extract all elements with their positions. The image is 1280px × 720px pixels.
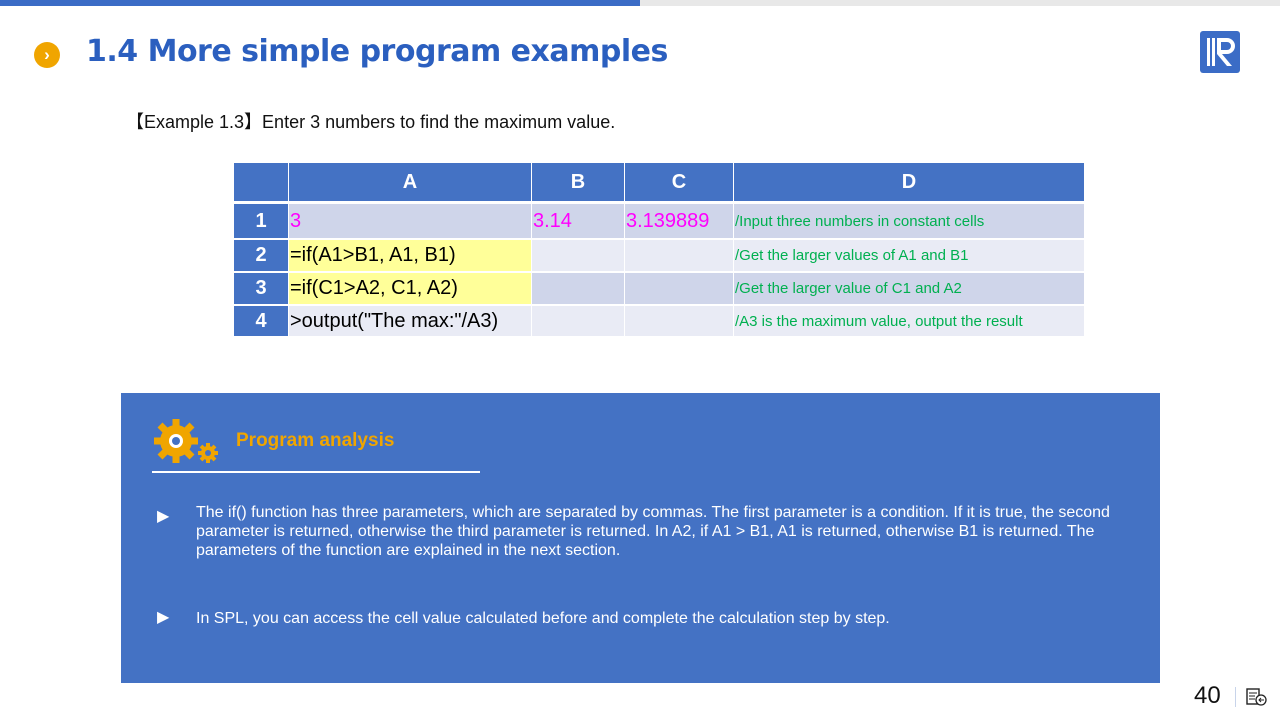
cell-b1[interactable]: 3.14 bbox=[532, 204, 625, 240]
cell-a2[interactable]: =if(A1>B1, A1, B1) bbox=[289, 240, 532, 273]
cell-b4[interactable] bbox=[532, 306, 625, 338]
col-header-a[interactable]: A bbox=[289, 163, 532, 204]
bullet-icon: ▶ bbox=[157, 609, 170, 626]
cell-b2[interactable] bbox=[532, 240, 625, 273]
row-header[interactable]: 3 bbox=[234, 273, 289, 306]
page-title: 1.4 More simple program examples bbox=[86, 34, 668, 69]
analysis-point: In SPL, you can access the cell value ca… bbox=[196, 610, 890, 627]
col-header-d[interactable]: D bbox=[734, 163, 1085, 204]
chevron-right-circle-icon: › bbox=[34, 42, 60, 68]
page-number: 40 bbox=[1194, 682, 1221, 709]
example-subtitle: 【Example 1.3】Enter 3 numbers to find the… bbox=[126, 112, 616, 132]
cell-d1[interactable]: /Input three numbers in constant cells bbox=[734, 204, 1085, 240]
grid-row: 2 =if(A1>B1, A1, B1) /Get the larger val… bbox=[234, 240, 1085, 273]
gears-icon bbox=[154, 419, 218, 463]
cell-d2[interactable]: /Get the larger values of A1 and B1 bbox=[734, 240, 1085, 273]
col-header-b[interactable]: B bbox=[532, 163, 625, 204]
row-header[interactable]: 1 bbox=[234, 204, 289, 240]
corner-cell bbox=[234, 163, 289, 204]
grid-row: 3 =if(C1>A2, C1, A2) /Get the larger val… bbox=[234, 273, 1085, 306]
cell-c3[interactable] bbox=[625, 273, 734, 306]
title-underline bbox=[152, 471, 480, 473]
grid-header-row: A B C D bbox=[234, 163, 1085, 204]
top-accent-bar bbox=[0, 0, 640, 6]
grid-row: 1 3 3.14 3.139889 /Input three numbers i… bbox=[234, 204, 1085, 240]
col-header-c[interactable]: C bbox=[625, 163, 734, 204]
cell-d4[interactable]: /A3 is the maximum value, output the res… bbox=[734, 306, 1085, 338]
notes-icon[interactable] bbox=[1246, 688, 1268, 711]
cell-c4[interactable] bbox=[625, 306, 734, 338]
analysis-point: The if() function has three parameters, … bbox=[196, 504, 1110, 559]
bullet-icon: ▶ bbox=[157, 508, 170, 525]
cell-b3[interactable] bbox=[532, 273, 625, 306]
cell-a4[interactable]: >output("The max:"/A3) bbox=[289, 306, 532, 338]
row-header[interactable]: 2 bbox=[234, 240, 289, 273]
top-bar-track bbox=[640, 0, 1280, 6]
cell-c2[interactable] bbox=[625, 240, 734, 273]
cell-c1[interactable]: 3.139889 bbox=[625, 204, 734, 240]
row-header[interactable]: 4 bbox=[234, 306, 289, 338]
cell-d3[interactable]: /Get the larger value of C1 and A2 bbox=[734, 273, 1085, 306]
footer-divider bbox=[1235, 687, 1236, 707]
panel-title: Program analysis bbox=[236, 430, 395, 451]
analysis-panel: Program analysis ▶ The if() function has… bbox=[121, 393, 1160, 683]
logo bbox=[1200, 31, 1240, 73]
grid-row: 4 >output("The max:"/A3) /A3 is the maxi… bbox=[234, 306, 1085, 338]
cell-a3[interactable]: =if(C1>A2, C1, A2) bbox=[289, 273, 532, 306]
spl-grid: A B C D 1 3 3.14 3.139889 /Input three n… bbox=[234, 163, 1085, 338]
cell-a1[interactable]: 3 bbox=[289, 204, 532, 240]
